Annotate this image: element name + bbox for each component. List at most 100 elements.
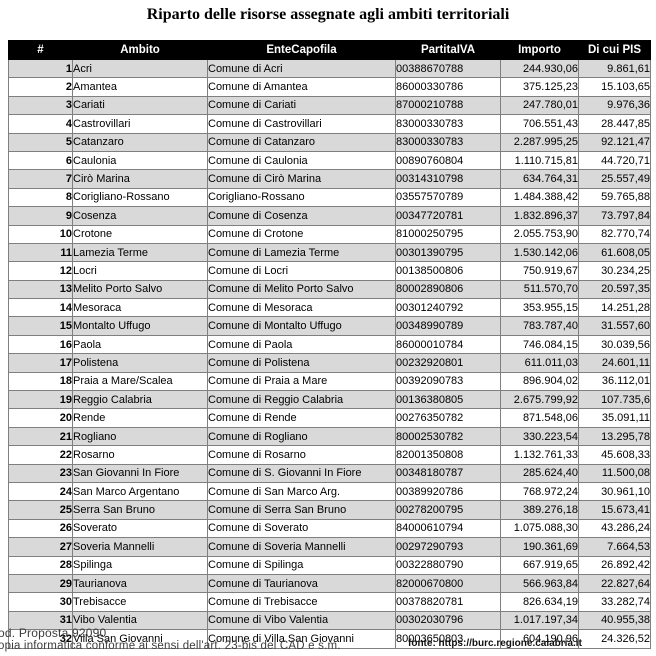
cell-dicuipis: 92.121,47 <box>578 132 651 152</box>
cell-number: 27 <box>8 537 73 557</box>
cell-partitaiva: 82000670800 <box>395 573 501 594</box>
cell-importo: 634.764,31 <box>500 169 579 189</box>
cell-importo: 896.904,02 <box>500 371 579 392</box>
cell-partitaiva: 00348990789 <box>395 316 501 336</box>
table-row: 5 Catanzaro Comune di Catanzaro 83000330783… <box>8 132 651 152</box>
cell-importo: 244.930,06 <box>500 58 579 79</box>
cell-number: 1 <box>8 58 73 79</box>
cell-importo: 375.125,23 <box>500 77 579 97</box>
cell-dicuipis: 28.447,85 <box>578 114 651 134</box>
cell-partitaiva: 84000610794 <box>395 518 501 539</box>
cell-importo: 330.223,54 <box>500 426 579 447</box>
cell-partitaiva: 00890760804 <box>395 150 501 171</box>
cell-number: 20 <box>8 408 73 428</box>
table-row: 15 Montalto Uffugo Comune di Montalto Uffu… <box>8 316 651 336</box>
cell-ambito: Lamezia Terme <box>72 242 208 263</box>
cell-ambito: San Giovanni In Fiore <box>72 463 208 483</box>
source-note: fonte: https://burc.regione.calabria.it <box>408 638 582 649</box>
cell-ambito: Reggio Calabria <box>72 390 208 410</box>
cell-partitaiva: 00388670788 <box>395 58 501 79</box>
cell-ambito: Praia a Mare/Scalea <box>72 371 208 392</box>
cell-ambito: Cosenza <box>72 206 208 226</box>
cell-number: 31 <box>8 610 73 631</box>
table-row: 27 Soveria Mannelli Comune di Soveria Mann… <box>8 537 651 557</box>
cell-number: 17 <box>8 353 73 373</box>
cell-dicuipis: 61.608,05 <box>578 242 651 263</box>
cell-number: 24 <box>8 481 73 502</box>
cell-ambito: Polistena <box>72 353 208 373</box>
column-header-number: # <box>8 40 73 60</box>
cell-ambito: Vibo Valentia <box>72 610 208 631</box>
table-row: 9 Cosenza Comune di Cosenza 00347720781 1.83… <box>8 206 651 226</box>
cell-ambito: Spilinga <box>72 555 208 575</box>
table-row: 3 Cariati Comune di Cariati 87000210788 247.… <box>8 95 651 116</box>
cell-ambito: Rende <box>72 408 208 428</box>
cell-dicuipis: 9.976,36 <box>578 95 651 116</box>
table-row: 32 Villa San Giovanni Comune di Villa San … <box>8 629 651 649</box>
table-row: 17 Polistena Comune di Polistena 0023292080… <box>8 353 651 373</box>
cell-dicuipis: 33.282,74 <box>578 592 651 612</box>
table-row: 12 Locri Comune di Locri 00138500806 750.919… <box>8 261 651 281</box>
cell-entecapofila: Comune di Castrovillari <box>207 114 396 134</box>
cell-partitaiva: 00378820781 <box>395 592 501 612</box>
cell-dicuipis: 24.326,52 <box>578 629 651 649</box>
cell-entecapofila: Comune di Taurianova <box>207 573 396 594</box>
cell-importo: 353.955,15 <box>500 298 579 318</box>
cell-ambito: Mesoraca <box>72 298 208 318</box>
table-row: 6 Caulonia Comune di Caulonia 00890760804 1.… <box>8 150 651 171</box>
cell-number: 7 <box>8 169 73 189</box>
cell-entecapofila: Comune di Melito Porto Salvo <box>207 279 396 300</box>
cell-number: 8 <box>8 187 73 208</box>
cell-entecapofila: Comune di Paola <box>207 334 396 355</box>
cell-ambito: Crotone <box>72 224 208 244</box>
cell-entecapofila: Comune di Cosenza <box>207 206 396 226</box>
column-header-dicuipis: Di cui PIS <box>578 40 651 60</box>
cell-ambito: Montalto Uffugo <box>72 316 208 336</box>
cell-partitaiva: 00278200795 <box>395 500 501 520</box>
cell-dicuipis: 45.608,33 <box>578 445 651 465</box>
table-row: 18 Praia a Mare/Scalea Comune di Praia a M… <box>8 371 651 392</box>
cell-partitaiva: 00232920801 <box>395 353 501 373</box>
cell-ambito: Cirò Marina <box>72 169 208 189</box>
table-row: 19 Reggio Calabria Comune di Reggio Calabr… <box>8 390 651 410</box>
cell-number: 30 <box>8 592 73 612</box>
cell-importo: 611.011,03 <box>500 353 579 373</box>
cell-number: 14 <box>8 298 73 318</box>
cell-importo: 2.287.995,25 <box>500 132 579 152</box>
cell-number: 9 <box>8 206 73 226</box>
cell-entecapofila: Comune di Amantea <box>207 77 396 97</box>
cell-dicuipis: 25.557,49 <box>578 169 651 189</box>
cell-entecapofila: Comune di Rogliano <box>207 426 396 447</box>
cell-entecapofila: Comune di Lamezia Terme <box>207 242 396 263</box>
cell-entecapofila: Comune di Polistena <box>207 353 396 373</box>
cell-partitaiva: 82001350808 <box>395 445 501 465</box>
cell-number: 2 <box>8 77 73 97</box>
cell-number: 25 <box>8 500 73 520</box>
cell-partitaiva: 00136380805 <box>395 390 501 410</box>
cell-entecapofila: Comune di Spilinga <box>207 555 396 575</box>
cell-dicuipis: 59.765,88 <box>578 187 651 208</box>
cell-importo: 826.634,19 <box>500 592 579 612</box>
cell-dicuipis: 14.251,28 <box>578 298 651 318</box>
cell-partitaiva: 83000330783 <box>395 132 501 152</box>
table-row: 26 Soverato Comune di Soverato 84000610794 1… <box>8 518 651 539</box>
cell-importo: 746.084,15 <box>500 334 579 355</box>
cell-importo: 285.624,40 <box>500 463 579 483</box>
column-header-ambito: Ambito <box>72 40 208 60</box>
cell-number: 19 <box>8 390 73 410</box>
cell-partitaiva: 00314310798 <box>395 169 501 189</box>
header-row: # Ambito EnteCapofila PartitaIVA Importo… <box>8 40 651 60</box>
cell-dicuipis: 40.955,38 <box>578 610 651 631</box>
cell-ambito: Villa San Giovanni <box>72 629 208 649</box>
table-header: # Ambito EnteCapofila PartitaIVA Importo… <box>8 40 651 60</box>
cell-importo: 190.361,69 <box>500 537 579 557</box>
table-row: 4 Castrovillari Comune di Castrovillari 830… <box>8 114 651 134</box>
cell-dicuipis: 7.664,53 <box>578 537 651 557</box>
cell-number: 29 <box>8 573 73 594</box>
cell-partitaiva: 00302030796 <box>395 610 501 631</box>
cell-ambito: San Marco Argentano <box>72 481 208 502</box>
cell-importo: 1.110.715,81 <box>500 150 579 171</box>
cell-entecapofila: Comune di Rende <box>207 408 396 428</box>
column-header-entecapofila: EnteCapofila <box>207 40 396 60</box>
cell-ambito: Serra San Bruno <box>72 500 208 520</box>
